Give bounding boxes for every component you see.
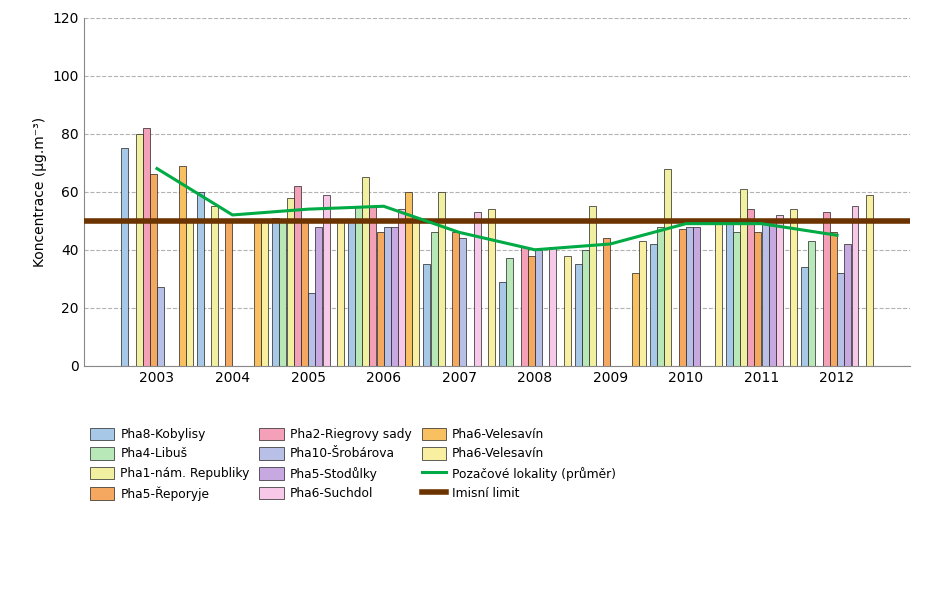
Bar [452, 232, 458, 366]
Bar [602, 238, 610, 366]
Bar [157, 287, 164, 366]
Bar [754, 232, 761, 366]
Bar [650, 244, 656, 366]
Bar [143, 128, 149, 366]
Bar [487, 209, 495, 366]
Bar [775, 215, 782, 366]
Bar [135, 134, 142, 366]
Bar [664, 169, 671, 366]
Bar [581, 250, 588, 366]
Bar [588, 206, 595, 366]
Bar [178, 166, 186, 366]
Bar [437, 192, 445, 366]
Bar [732, 232, 739, 366]
Bar [186, 221, 192, 366]
Bar [829, 232, 836, 366]
Bar [865, 195, 872, 366]
Bar [506, 258, 512, 366]
Bar [308, 293, 315, 366]
Bar [391, 227, 397, 366]
Bar [548, 247, 556, 366]
Bar [807, 241, 815, 366]
Bar [458, 238, 466, 366]
Bar [197, 192, 203, 366]
Bar [761, 221, 767, 366]
Bar [376, 232, 383, 366]
Bar [498, 281, 506, 366]
Bar [347, 221, 354, 366]
Bar [836, 273, 844, 366]
Bar [520, 247, 527, 366]
Bar [279, 221, 286, 366]
Bar [149, 175, 157, 366]
Bar [272, 218, 279, 366]
Bar [801, 267, 807, 366]
Bar [851, 206, 857, 366]
Bar [287, 198, 293, 366]
Bar [725, 224, 732, 366]
Bar [254, 221, 261, 366]
Bar [301, 221, 308, 366]
Bar [226, 221, 232, 366]
Bar [692, 227, 700, 366]
Bar [121, 148, 128, 366]
Bar [315, 227, 322, 366]
Bar [354, 206, 362, 366]
Bar [714, 221, 721, 366]
Bar [423, 264, 430, 366]
Bar [398, 209, 405, 366]
Bar [369, 206, 376, 366]
Bar [631, 273, 638, 366]
Bar [322, 195, 329, 366]
Bar [844, 244, 850, 366]
Bar [412, 221, 419, 366]
Bar [473, 212, 480, 366]
Bar [535, 250, 541, 366]
Bar [685, 227, 692, 366]
Bar [563, 255, 570, 366]
Bar [261, 221, 268, 366]
Bar [293, 186, 301, 366]
Y-axis label: Koncentrace (μg.m⁻³): Koncentrace (μg.m⁻³) [32, 117, 46, 267]
Bar [657, 227, 664, 366]
Bar [822, 212, 829, 366]
Bar [405, 192, 412, 366]
Bar [790, 209, 796, 366]
Bar [746, 209, 754, 366]
Bar [740, 189, 746, 366]
Bar [211, 206, 218, 366]
Legend: Pha8-Kobylisy, Pha4-Libuš, Pha1-nám. Republiky, Pha5-Řeporyje, Pha2-Riegrovy sad: Pha8-Kobylisy, Pha4-Libuš, Pha1-nám. Rep… [90, 428, 615, 500]
Bar [574, 264, 581, 366]
Bar [337, 221, 343, 366]
Bar [383, 227, 391, 366]
Bar [431, 232, 437, 366]
Bar [678, 230, 685, 366]
Bar [638, 241, 646, 366]
Bar [527, 255, 535, 366]
Bar [362, 177, 368, 366]
Bar [768, 221, 775, 366]
